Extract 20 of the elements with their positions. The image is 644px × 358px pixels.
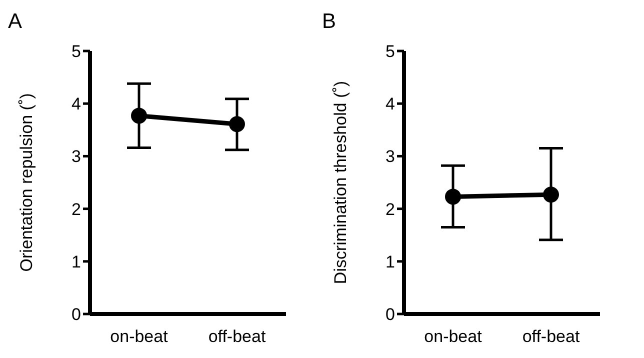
y-tick-label: 5 (386, 42, 395, 62)
y-tick-label: 1 (386, 252, 395, 272)
x-tick-label: off-beat (522, 327, 580, 346)
chart-title: A (8, 10, 22, 34)
y-tick-label: 3 (386, 147, 395, 166)
y-axis-title: Orientation repulsion (˚) (17, 93, 36, 272)
x-tick-label: off-beat (208, 327, 266, 346)
y-tick-label: 4 (72, 94, 81, 114)
y-tick-label: 2 (386, 200, 395, 219)
x-tick-label: on-beat (424, 327, 482, 346)
y-tick-label: 0 (72, 305, 81, 324)
x-tick-label: on-beat (110, 327, 168, 346)
y-tick-label: 4 (386, 94, 395, 114)
chart-title: B (322, 10, 336, 34)
y-tick-label: 0 (386, 305, 395, 324)
y-tick-label: 5 (72, 42, 81, 62)
y-tick-label: 2 (72, 200, 81, 219)
y-axis-title: Discrimination threshold (˚) (331, 80, 350, 284)
y-tick-label: 1 (72, 252, 81, 272)
y-tick-label: 3 (72, 147, 81, 166)
